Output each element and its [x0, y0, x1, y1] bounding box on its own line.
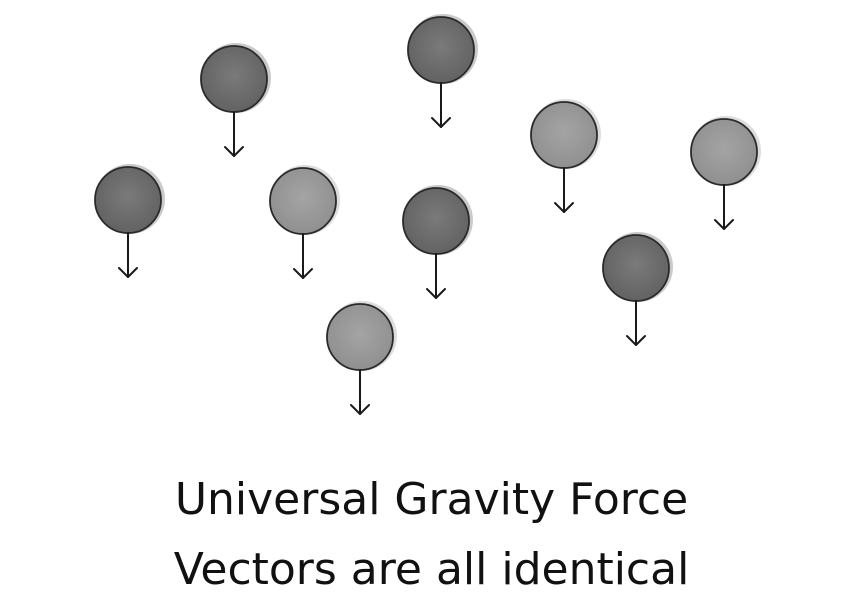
arrow-down-icon — [626, 335, 646, 346]
ball-icon — [94, 166, 162, 234]
arrow-down-icon — [554, 202, 574, 213]
gravity-vectors-diagram — [94, 14, 761, 415]
arrow-down-icon — [426, 288, 446, 299]
ball-icon — [602, 234, 670, 302]
balls-group — [94, 14, 761, 415]
ball-with-vector-9 — [326, 301, 397, 415]
caption-line-2: Vectors are all identical — [173, 544, 690, 595]
ball-icon — [690, 118, 758, 186]
arrow-down-icon — [714, 219, 734, 230]
ball-with-vector-3 — [530, 99, 601, 213]
ball-icon — [407, 16, 475, 84]
ball-icon — [200, 45, 268, 113]
arrow-down-icon — [224, 146, 244, 157]
caption-line-1: Universal Gravity Force — [174, 474, 689, 525]
ball-icon — [530, 101, 598, 169]
arrow-down-icon — [350, 404, 370, 415]
ball-with-vector-2 — [407, 14, 478, 128]
arrow-down-icon — [293, 268, 313, 279]
arrow-down-icon — [118, 267, 138, 278]
ball-with-vector-8 — [602, 232, 673, 346]
ball-with-vector-7 — [402, 185, 473, 299]
ball-icon — [402, 187, 470, 255]
ball-with-vector-5 — [94, 164, 165, 278]
arrow-down-icon — [431, 117, 451, 128]
ball-with-vector-6 — [269, 165, 340, 279]
ball-icon — [269, 167, 337, 235]
ball-icon — [326, 303, 394, 371]
ball-with-vector-4 — [690, 116, 761, 230]
ball-with-vector-1 — [200, 43, 271, 157]
